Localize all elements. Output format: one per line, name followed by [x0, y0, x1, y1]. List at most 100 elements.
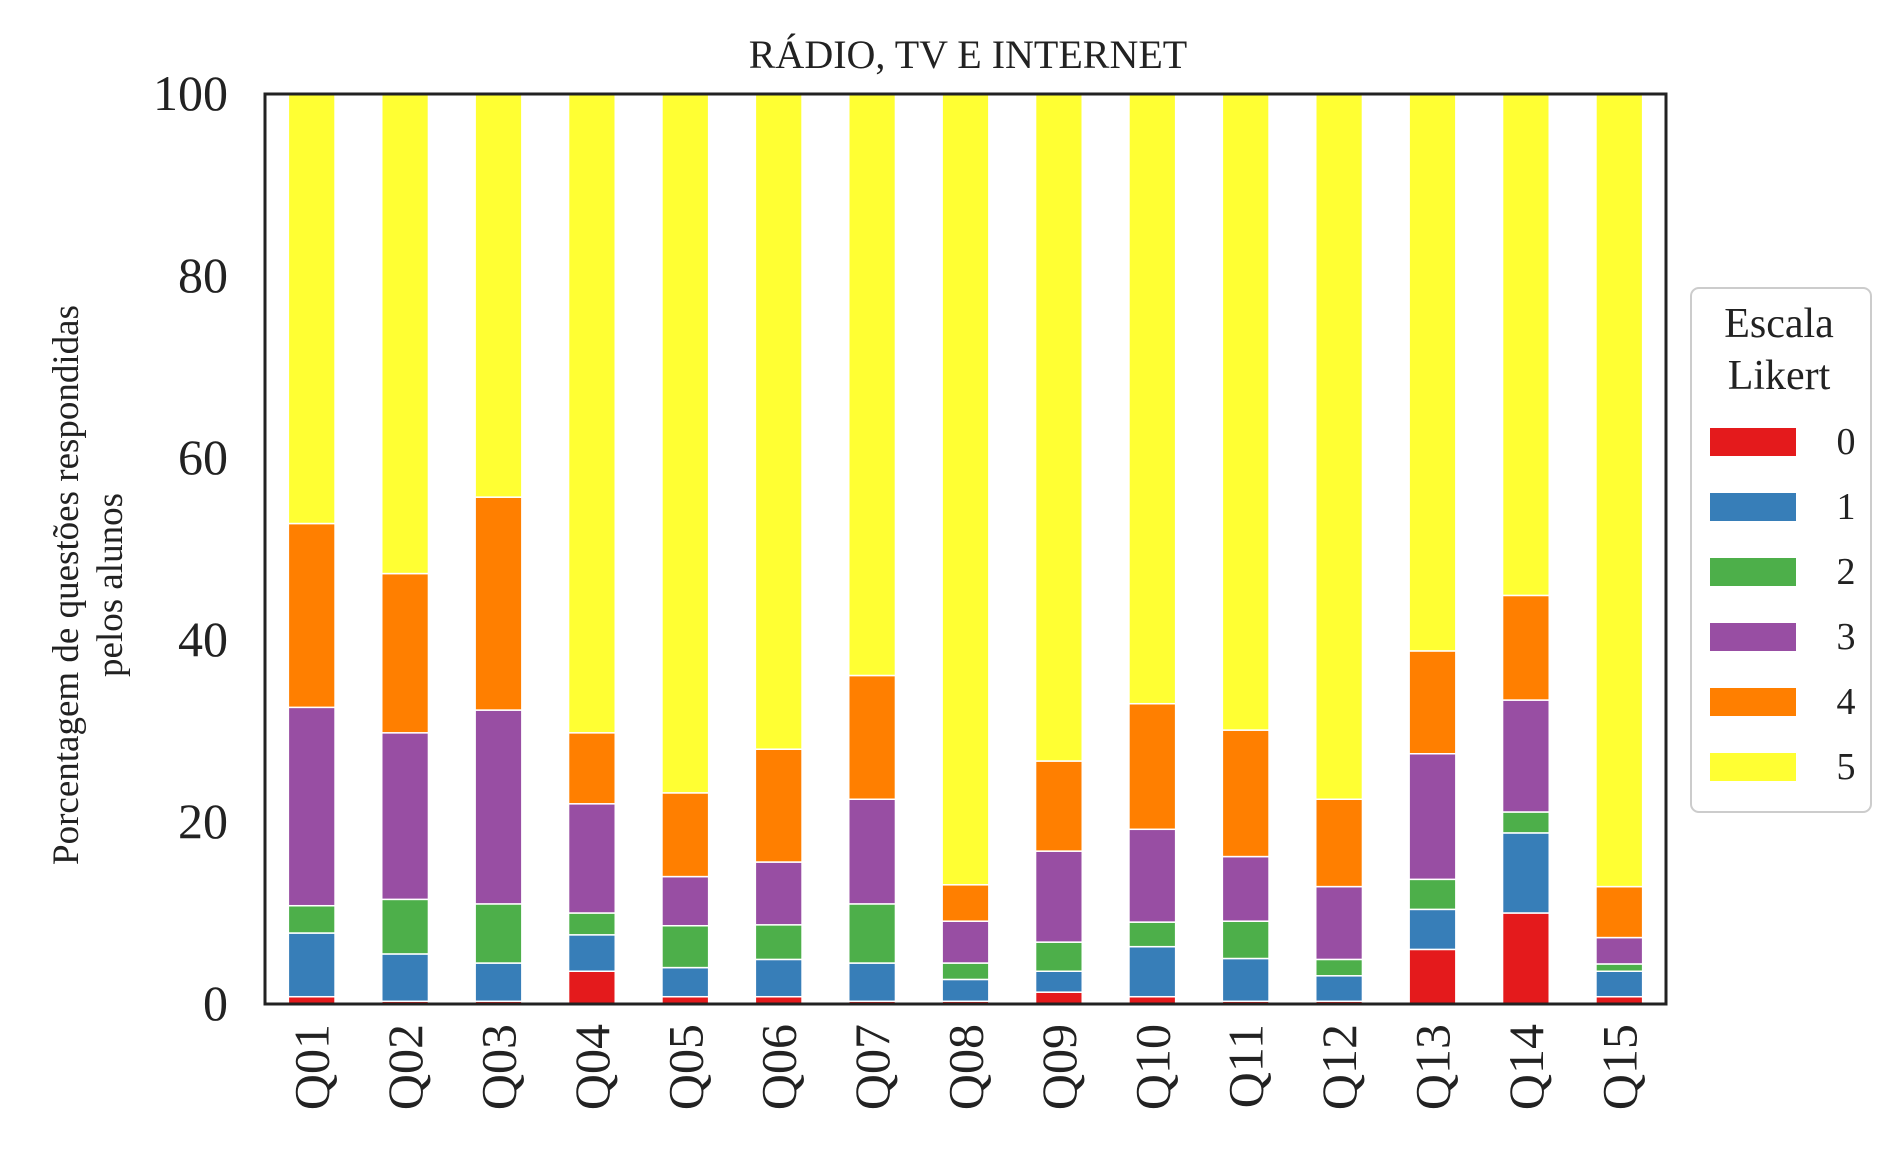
bar-q01-likert-3 — [287, 706, 336, 907]
bar-q09-likert-5 — [1034, 93, 1084, 762]
legend-swatch-3 — [1710, 623, 1796, 651]
bar-q08-likert-4 — [941, 884, 990, 922]
bar-q04-likert-3 — [567, 803, 616, 914]
bar-q01-likert-4 — [287, 522, 336, 709]
bar-q03-likert-2 — [474, 903, 523, 964]
bar-q15-likert-1 — [1595, 970, 1644, 998]
bar-q12-likert-1 — [1315, 975, 1364, 1003]
bar-q05-likert-2 — [661, 924, 710, 969]
bar-q07-likert-5 — [848, 93, 897, 677]
y-tick-label: 60 — [178, 429, 228, 485]
bar-q14-likert-2 — [1501, 811, 1551, 834]
bar-q14-likert-4 — [1501, 594, 1551, 701]
bar-q05-likert-3 — [661, 875, 710, 927]
bar-q08-likert-5 — [941, 93, 990, 886]
legend-label-5: 5 — [1837, 746, 1856, 788]
bar-q11-likert-2 — [1221, 920, 1270, 960]
legend-swatch-2 — [1710, 558, 1796, 586]
bar-q09-likert-3 — [1034, 850, 1084, 943]
bar-q12-likert-3 — [1315, 885, 1364, 961]
bar-q04-likert-0 — [567, 970, 616, 1005]
bar-q06-likert-3 — [754, 861, 803, 926]
x-tick-label: Q05 — [657, 1024, 713, 1110]
bar-q10-likert-1 — [1128, 945, 1177, 998]
x-tick-label: Q13 — [1405, 1024, 1461, 1110]
bar-q02-likert-1 — [381, 953, 430, 1003]
legend: Escala Likert 0 1 2 3 4 5 — [1690, 287, 1872, 813]
bar-q07-likert-1 — [848, 962, 897, 1003]
bar-q09-likert-0 — [1034, 991, 1084, 1005]
legend-box — [1690, 287, 1872, 813]
bar-q01-likert-5 — [287, 93, 336, 525]
bar-q06-likert-5 — [754, 93, 803, 750]
bar-q04-likert-1 — [567, 934, 616, 972]
bar-q14-likert-3 — [1501, 699, 1551, 813]
y-axis-ticks: 0 20 40 60 80 100 — [153, 65, 228, 1031]
bar-q15-likert-5 — [1595, 93, 1644, 888]
plot-frame — [263, 92, 1668, 1006]
bar-q10-likert-4 — [1128, 702, 1177, 831]
bar-q04-likert-4 — [567, 732, 616, 805]
y-tick-label: 100 — [153, 65, 228, 121]
y-tick-label: 20 — [178, 793, 228, 849]
bar-q06-likert-2 — [754, 924, 803, 961]
x-tick-label: Q10 — [1124, 1024, 1180, 1110]
bar-q08-likert-2 — [941, 962, 990, 981]
y-tick-label: 40 — [178, 611, 228, 667]
bar-q11-likert-4 — [1221, 729, 1270, 858]
x-tick-label: Q03 — [471, 1024, 527, 1110]
y-axis-label-line-1: Porcentagem de questões respondidas — [46, 305, 87, 865]
bar-q12-likert-4 — [1315, 798, 1364, 888]
legend-label-2: 2 — [1837, 551, 1856, 593]
bar-q01-likert-2 — [287, 904, 336, 934]
x-tick-label: Q04 — [564, 1024, 620, 1110]
bar-q15-likert-4 — [1595, 885, 1644, 939]
legend-title-line-1: Escala — [1724, 301, 1834, 347]
bar-q14-likert-0 — [1501, 912, 1551, 1005]
bar-q03-likert-4 — [474, 496, 523, 711]
x-tick-label: Q01 — [284, 1024, 340, 1110]
bar-q02-likert-2 — [381, 898, 430, 955]
bar-q13-likert-5 — [1408, 93, 1457, 652]
bar-q05-likert-4 — [661, 792, 710, 878]
bar-q07-likert-3 — [848, 798, 897, 905]
x-tick-label: Q15 — [1591, 1024, 1647, 1110]
y-tick-label: 0 — [203, 975, 228, 1031]
bars-layer — [287, 93, 1644, 1005]
legend-swatch-5 — [1710, 753, 1796, 781]
x-tick-label: Q14 — [1498, 1024, 1554, 1110]
bar-q14-likert-5 — [1501, 93, 1551, 597]
x-tick-label: Q09 — [1031, 1024, 1087, 1110]
bar-q13-likert-0 — [1408, 948, 1457, 1005]
chart-title: RÁDIO, TV E INTERNET — [749, 32, 1187, 77]
bar-q13-likert-4 — [1408, 650, 1457, 755]
bar-q10-likert-3 — [1128, 828, 1177, 923]
y-axis-label: Porcentagem de questões respondidas pelo… — [46, 305, 131, 865]
bar-q11-likert-5 — [1221, 93, 1270, 731]
bar-q15-likert-2 — [1595, 963, 1644, 972]
legend-label-0: 0 — [1837, 421, 1856, 463]
y-tick-label: 80 — [178, 247, 228, 303]
x-axis-ticks: Q01 Q02 Q03 Q04 Q05 Q06 Q07 Q08 Q09 Q10 Q11 Q12 Q13 Q… — [284, 1024, 1648, 1110]
legend-swatch-1 — [1710, 493, 1796, 521]
y-axis-label-line-2: pelos alunos — [90, 493, 131, 677]
bar-q06-likert-1 — [754, 958, 803, 998]
bar-q05-likert-1 — [661, 966, 710, 998]
bar-q04-likert-2 — [567, 912, 616, 936]
bar-q07-likert-2 — [848, 903, 897, 964]
bar-q13-likert-3 — [1408, 753, 1457, 881]
bar-q07-likert-4 — [848, 674, 897, 800]
bar-q11-likert-3 — [1221, 855, 1270, 922]
bar-q08-likert-1 — [941, 978, 990, 1003]
legend-label-3: 3 — [1837, 616, 1856, 658]
bar-q09-likert-4 — [1034, 760, 1084, 852]
bar-q14-likert-1 — [1501, 832, 1551, 914]
bar-q03-likert-3 — [474, 709, 523, 905]
bar-q13-likert-2 — [1408, 878, 1457, 911]
legend-title-line-2: Likert — [1728, 353, 1831, 399]
x-tick-label: Q12 — [1311, 1024, 1367, 1110]
bar-q02-likert-3 — [381, 732, 430, 901]
bar-q08-likert-3 — [941, 920, 990, 964]
legend-label-4: 4 — [1837, 681, 1856, 723]
